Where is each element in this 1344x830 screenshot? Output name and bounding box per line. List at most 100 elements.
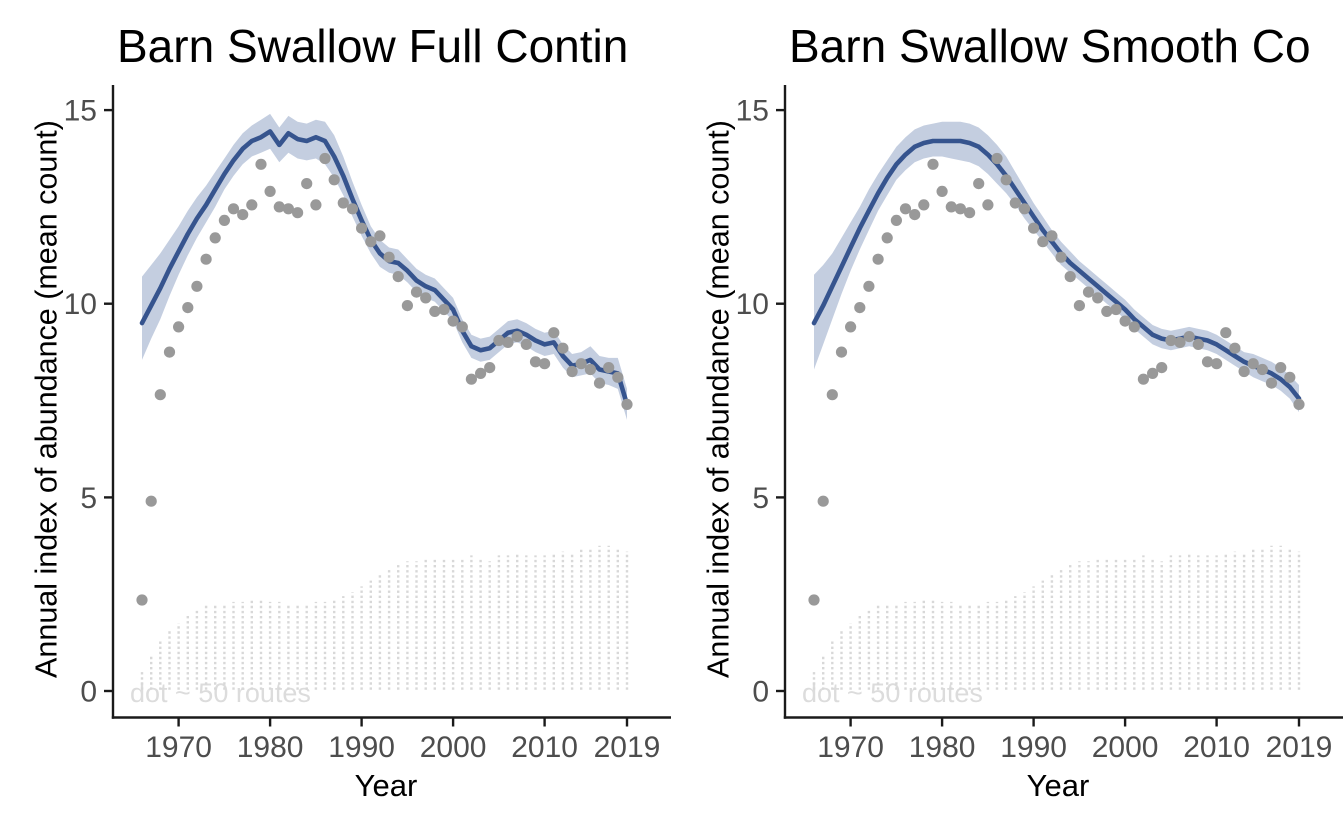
- observed-mean-dot: [612, 371, 624, 383]
- x-tick-label: 2019: [1266, 731, 1333, 764]
- observed-mean-dot: [1037, 236, 1049, 248]
- x-tick-label: 1980: [909, 731, 976, 764]
- observed-mean-dot: [438, 303, 450, 316]
- observed-mean-dot: [374, 230, 386, 242]
- observed-mean-dot: [264, 185, 276, 197]
- observed-mean-dot: [1119, 315, 1131, 327]
- observed-mean-dot: [154, 389, 166, 401]
- y-tick-label: 0: [80, 676, 97, 709]
- observed-mean-dot: [337, 197, 349, 209]
- plot-area-smooth: dot ~ 50 routes 0 5 10 15 1970 1980 1990 2000 20…: [736, 85, 1343, 764]
- observed-mean-dot: [1229, 342, 1241, 354]
- observed-mean-dot: [890, 214, 902, 226]
- observed-mean-dot: [954, 203, 966, 215]
- observed-mean-dot: [410, 286, 423, 298]
- observed-mean-dot: [502, 336, 514, 348]
- observed-mean-dot: [1293, 398, 1305, 410]
- observed-mean-dot: [246, 199, 258, 211]
- x-tick-label: 2000: [1092, 731, 1159, 764]
- observed-mean-dot: [982, 199, 994, 211]
- observed-mean-dot: [835, 346, 848, 358]
- observed-mean-dot: [191, 280, 203, 292]
- observed-mean-dot: [255, 158, 267, 170]
- observed-mean-dot: [881, 232, 893, 244]
- y-tick-label: 15: [736, 95, 769, 128]
- observed-mean-dot: [1174, 336, 1186, 348]
- observed-mean-dot: [1265, 377, 1278, 389]
- routes-annotation-smooth: dot ~ 50 routes: [802, 678, 983, 708]
- observed-mean-dot: [209, 232, 221, 244]
- observed-mean-dot: [964, 207, 976, 219]
- observed-mean-dot: [456, 321, 468, 333]
- observed-mean-dot: [845, 321, 857, 333]
- x-tick-label: 2019: [594, 731, 661, 764]
- y-tick-label: 10: [64, 288, 97, 321]
- panel-smooth-index: Barn Swallow Smooth Co Annual index of a…: [672, 0, 1344, 830]
- observed-mean-dot: [909, 209, 921, 221]
- observed-mean-dot: [136, 594, 148, 606]
- observed-mean-dot: [383, 251, 395, 263]
- observed-mean-dot: [356, 222, 368, 234]
- observed-mean-dot: [346, 203, 359, 215]
- observed-mean-dot: [1220, 327, 1232, 339]
- observed-mean-dot: [1247, 358, 1259, 370]
- observed-mean-dot: [420, 292, 432, 304]
- observed-mean-dot: [484, 362, 496, 374]
- observed-mean-dot: [319, 152, 331, 165]
- observed-mean-dot: [1009, 197, 1021, 209]
- observed-mean-dot: [1000, 174, 1012, 186]
- observed-mean-dot: [991, 152, 1003, 165]
- observed-mean-dot: [575, 358, 587, 370]
- observed-mean-dot: [936, 185, 948, 197]
- x-tick-label: 1970: [817, 731, 884, 764]
- x-tick-label: 1990: [328, 731, 395, 764]
- x-tick-label: 2000: [420, 731, 487, 764]
- observed-mean-dot: [548, 327, 560, 339]
- observed-mean-dot: [621, 398, 633, 410]
- observed-mean-dot: [566, 365, 578, 378]
- panel-full-index: Barn Swallow Full Contin Annual index of…: [30, 20, 671, 803]
- plot-area-full: dot ~ 50 routes 0 5 10 15 1970 1980 1990 2000 20…: [64, 85, 671, 764]
- observed-mean-dot: [529, 356, 542, 368]
- observed-mean-dot: [1165, 334, 1177, 347]
- observed-mean-dot: [173, 321, 185, 333]
- observed-mean-dot: [465, 373, 477, 385]
- x-tick-label: 1980: [237, 731, 304, 764]
- confidence-ribbon: [142, 113, 627, 420]
- observed-mean-dot: [182, 302, 194, 314]
- routes-annotation-full: dot ~ 50 routes: [130, 678, 311, 708]
- observed-mean-dot: [817, 495, 829, 507]
- observed-mean-dot: [854, 302, 866, 314]
- chart-title-smooth: Barn Swallow Smooth Co: [789, 20, 1311, 72]
- observed-mean-dot: [328, 174, 340, 186]
- observed-mean-dot: [808, 594, 820, 606]
- observed-mean-dot: [200, 253, 212, 265]
- observed-mean-dot: [511, 331, 523, 343]
- annual-index-line: [811, 138, 1302, 401]
- observed-mean-dot: [292, 207, 304, 219]
- y-tick-label: 0: [752, 676, 769, 709]
- observed-mean-dot: [1201, 356, 1214, 368]
- observed-mean-dot: [1046, 230, 1058, 242]
- observed-mean-dot: [1055, 251, 1067, 263]
- chart-title-full: Barn Swallow Full Contin: [117, 20, 629, 72]
- observed-mean-dot: [1092, 292, 1104, 304]
- observed-mean-dot: [301, 178, 313, 190]
- observed-mean-dot: [1192, 338, 1204, 350]
- observed-mean-dot: [493, 334, 505, 347]
- observed-mean-dot: [1018, 203, 1031, 215]
- observed-mean-dot: [1128, 321, 1140, 333]
- observed-mean-dot: [1156, 362, 1168, 374]
- observed-mean-dot: [1110, 303, 1122, 316]
- observed-mean-dot: [392, 271, 404, 283]
- observed-mean-dot: [218, 214, 230, 226]
- y-tick-label: 5: [752, 482, 769, 515]
- observed-mean-dot: [872, 253, 884, 265]
- observed-mean-dot: [447, 315, 459, 327]
- confidence-ribbon: [814, 121, 1299, 413]
- x-tick-label: 1970: [145, 731, 212, 764]
- observed-mean-dot: [1256, 363, 1268, 376]
- observed-mean-dot: [1082, 286, 1095, 298]
- observed-mean-dot: [520, 338, 532, 350]
